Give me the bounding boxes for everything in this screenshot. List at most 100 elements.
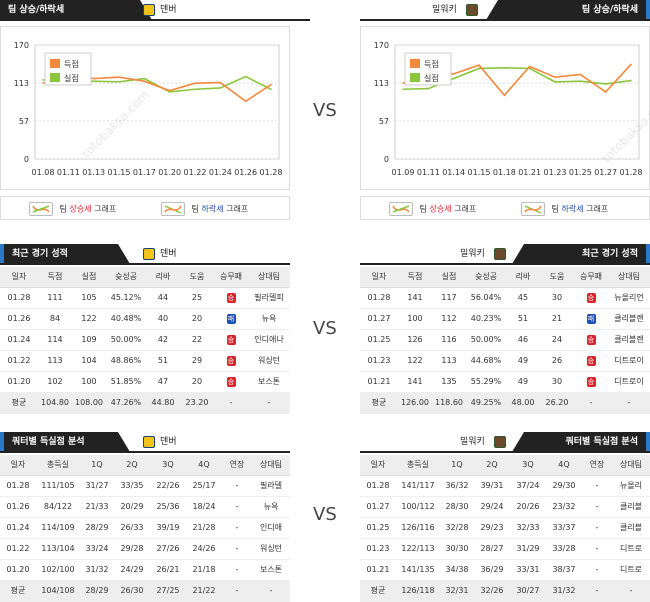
y-tick-label: 0 — [384, 155, 389, 164]
table-cell: 114 — [38, 329, 72, 351]
data-point — [630, 79, 632, 82]
table-cell: 44.68% — [466, 350, 506, 372]
quarter-header-left: 쿼터별 득실점 분석 덴버 — [0, 432, 290, 453]
table-cell: 42 — [146, 329, 180, 351]
table-cell: 26.20 — [540, 392, 574, 414]
table-cell: 01.21 — [360, 559, 396, 581]
table-cell: 클리블 — [612, 517, 650, 539]
table-cell: - — [214, 392, 248, 414]
column-header: 상대팀 — [252, 455, 290, 476]
average-row: 평균 104/108 28/29 26/30 27/25 21/22- - — [0, 580, 290, 602]
data-point — [244, 100, 247, 103]
x-tick-label: 01.11 — [57, 168, 80, 177]
table-cell: 21/28 — [186, 517, 222, 539]
legend-swatch — [50, 73, 60, 82]
y-tick-label: 113 — [14, 79, 29, 88]
table-cell: - — [612, 580, 650, 602]
x-tick-label: 01.28 — [620, 168, 643, 177]
result-badge: 승 — [586, 334, 596, 345]
column-header: 총득실 — [36, 455, 80, 476]
nuggets-logo-icon — [143, 436, 155, 448]
table-cell: 30/30 — [440, 538, 474, 560]
table-cell: 47.26% — [106, 392, 146, 414]
table-cell: 01.20 — [0, 559, 36, 581]
data-point — [42, 82, 44, 85]
vs-label: VS — [313, 504, 337, 525]
data-point — [244, 75, 247, 78]
column-header: 4Q — [546, 455, 582, 476]
table-cell: 20 — [180, 371, 214, 393]
table-cell: 33/31 — [510, 559, 546, 581]
x-tick-label: 01.24 — [209, 168, 232, 177]
x-tick-label: 01.15 — [468, 168, 491, 177]
table-cell: 46 — [506, 329, 540, 351]
table-cell: 48.00 — [506, 392, 540, 414]
trend-chart-left: 0 57 113 170 01.08 01.11 01.13 01.15 01.17 01.20 0… — [0, 26, 290, 190]
column-header: 리바 — [146, 267, 180, 288]
recent-table-left: 일자 득점 실점 슛성공 리바 도움 승무패 상대팀 01.28 111 105 45.12% 44 25… — [0, 267, 290, 414]
quarter-table-right: 일자 총득실 1Q 2Q 3Q 4Q 연장 상대팀 01.28 141/117 36/32 39/31… — [360, 455, 650, 602]
table-cell: - — [222, 517, 252, 539]
recent-header-right: 밀워키 최근 경기 성적 — [360, 244, 650, 265]
table-cell: 122/113 — [396, 538, 440, 560]
header-tab-slant — [486, 0, 498, 20]
result-cell: 승 — [214, 287, 248, 309]
table-cell: 122 — [72, 308, 106, 330]
table-cell: 45 — [506, 287, 540, 309]
data-point — [219, 81, 222, 84]
table-cell: 36/32 — [440, 475, 474, 497]
bucks-logo-icon — [494, 248, 506, 260]
data-point — [42, 79, 44, 81]
table-cell: 102/100 — [36, 559, 80, 581]
table-cell: 01.28 — [360, 287, 398, 309]
table-row: 01.23 122 113 44.68% 49 26 승 디트로이 — [360, 350, 650, 372]
table-cell: 29/24 — [474, 496, 510, 518]
column-header: 승무패 — [214, 267, 248, 288]
table-cell: 22 — [180, 329, 214, 351]
data-point — [604, 91, 607, 93]
table-cell: 126.00 — [398, 392, 432, 414]
table-cell: 01.22 — [0, 538, 36, 560]
trend-header-right: 밀워키 팀 상승/하락세 — [360, 0, 650, 21]
table-cell: - — [574, 392, 608, 414]
legend-swatch — [410, 59, 420, 68]
table-cell: 20/26 — [510, 496, 546, 518]
table-cell: 33/28 — [546, 538, 582, 560]
data-point — [604, 83, 607, 85]
result-badge: 패 — [586, 313, 596, 324]
table-cell: 01.21 — [360, 371, 398, 393]
table-cell: 49 — [506, 350, 540, 372]
table-cell: 클리블 — [612, 496, 650, 518]
table-cell: 22/26 — [150, 475, 186, 497]
data-point — [452, 77, 455, 80]
data-point — [219, 87, 222, 89]
table-cell: 21/18 — [186, 559, 222, 581]
table-row: 01.26 84 122 40.48% 40 20 패 뉴욕 — [0, 308, 290, 330]
column-header: 연장 — [222, 455, 252, 476]
result-badge: 승 — [226, 334, 236, 345]
uptrend-graph-icon — [29, 202, 53, 216]
table-cell: 30 — [540, 287, 574, 309]
recent-team-right: 밀워키 — [460, 249, 485, 259]
result-cell: 패 — [574, 308, 608, 330]
data-point — [452, 73, 455, 75]
table-cell: - — [222, 538, 252, 560]
nuggets-logo-icon — [143, 248, 155, 260]
table-cell: 디트로이 — [608, 350, 650, 372]
table-cell: - — [608, 392, 650, 414]
legend-label: 실점 — [64, 73, 79, 83]
table-cell: 필라델피 — [248, 287, 290, 309]
table-cell: 113/104 — [36, 538, 80, 560]
table-row: 01.28 111 105 45.12% 44 25 승 필라델피 — [0, 287, 290, 309]
data-point — [528, 65, 531, 68]
result-cell: 패 — [214, 308, 248, 330]
x-tick-label: 01.27 — [594, 168, 617, 177]
trend-title-right: 팀 상승/하락세 — [498, 0, 646, 20]
data-point — [478, 64, 480, 66]
data-point — [402, 88, 404, 91]
table-cell: 104.80 — [38, 392, 72, 414]
column-header: 일자 — [360, 267, 398, 288]
table-row: 01.25 126/116 32/28 29/23 32/33 33/37- 클리블 — [360, 517, 650, 539]
table-cell: 01.28 — [360, 475, 396, 497]
bucks-logo-icon — [466, 4, 478, 16]
